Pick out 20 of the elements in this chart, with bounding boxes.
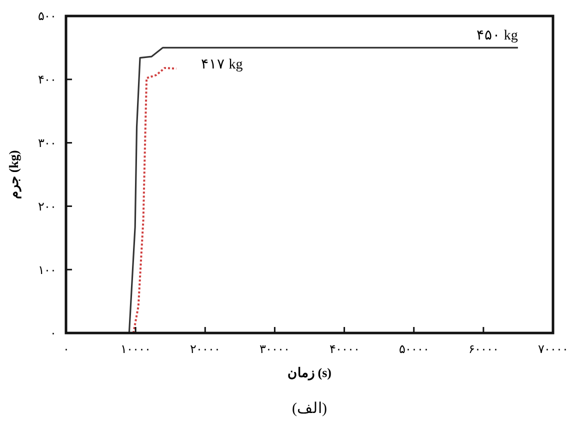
y-tick-label: ۳۰۰ [38,136,56,150]
y-tick-label: ۵۰۰ [38,9,56,24]
line-series [128,46,519,334]
y-tick-label: ۱۰۰ [38,262,56,277]
x-tick-label: ۰ [63,342,69,356]
x-tick-label: ۲۰۰۰۰ [190,342,220,356]
text: (الف) [292,401,327,417]
y-tick-label: ۴۰۰ [38,72,56,87]
x-tick-label: ۴۰۰۰۰ [329,342,360,356]
annotation: ۴۱۷ kg [201,58,243,73]
y-tick-label: ۲۰۰ [38,199,56,214]
x-tick-label: ۶۰۰۰۰ [468,342,498,356]
annotation: ۴۵۰ kg [476,28,518,44]
x-tick-label: ۱۰۰۰۰ [120,342,151,356]
y-axis-title: جرم (kg) [6,150,22,199]
x-tick-label: ۵۰۰۰۰ [398,342,429,356]
x-tick-label: ۷۰۰۰۰ [538,342,568,356]
y-tick-label: ۰ [50,326,56,340]
x-tick-label: ۳۰۰۰۰ [260,342,290,356]
x-axis-title: زمان (s) [288,365,332,381]
